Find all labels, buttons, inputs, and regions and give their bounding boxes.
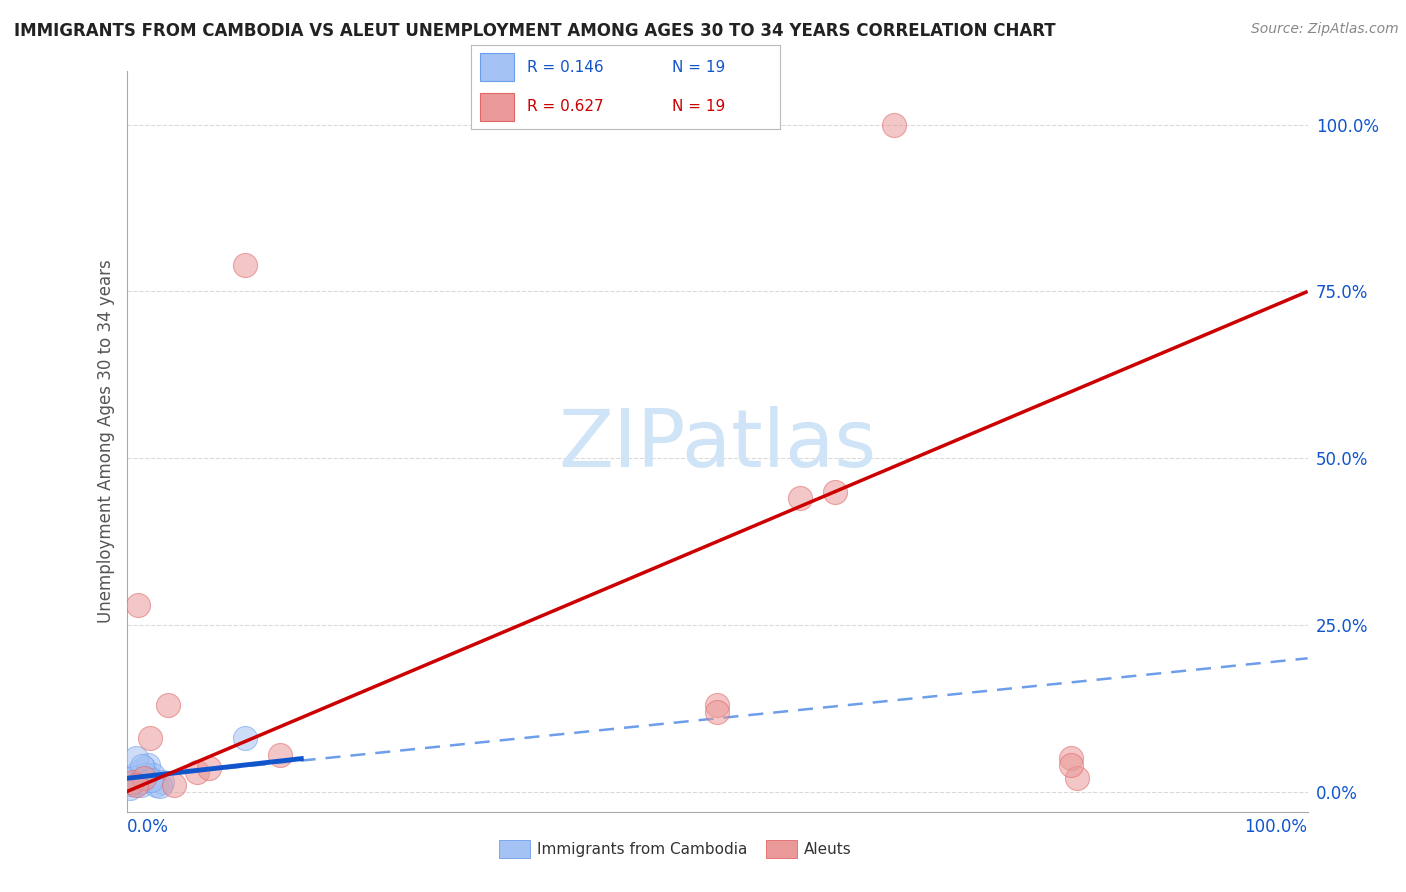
- Point: [706, 698, 728, 712]
- Point: [127, 764, 149, 779]
- Point: [1066, 772, 1088, 786]
- Text: N = 19: N = 19: [672, 98, 725, 113]
- Point: [141, 768, 163, 782]
- Point: [150, 774, 173, 789]
- Point: [139, 772, 162, 786]
- Point: [233, 258, 256, 272]
- Point: [139, 731, 162, 746]
- Text: 0.0%: 0.0%: [127, 818, 169, 837]
- Point: [883, 118, 905, 132]
- Point: [121, 774, 143, 789]
- Text: R = 0.146: R = 0.146: [527, 60, 603, 75]
- Point: [129, 778, 152, 792]
- Point: [198, 761, 221, 775]
- Point: [134, 768, 156, 782]
- Point: [134, 772, 156, 786]
- Point: [706, 705, 728, 719]
- Point: [127, 598, 149, 612]
- Point: [121, 774, 143, 789]
- Point: [163, 778, 186, 792]
- Text: 100.0%: 100.0%: [1244, 818, 1308, 837]
- Y-axis label: Unemployment Among Ages 30 to 34 years: Unemployment Among Ages 30 to 34 years: [97, 260, 115, 624]
- Point: [131, 759, 153, 773]
- Point: [120, 777, 142, 791]
- Text: N = 19: N = 19: [672, 60, 725, 75]
- Point: [156, 698, 179, 712]
- Point: [141, 772, 163, 787]
- Point: [125, 778, 148, 792]
- Text: IMMIGRANTS FROM CAMBODIA VS ALEUT UNEMPLOYMENT AMONG AGES 30 TO 34 YEARS CORRELA: IMMIGRANTS FROM CAMBODIA VS ALEUT UNEMPL…: [14, 22, 1056, 40]
- Point: [233, 731, 256, 746]
- Text: Source: ZipAtlas.com: Source: ZipAtlas.com: [1251, 22, 1399, 37]
- Point: [824, 484, 846, 499]
- Text: Aleuts: Aleuts: [804, 842, 852, 856]
- Point: [136, 758, 159, 772]
- Point: [134, 761, 156, 775]
- Text: R = 0.627: R = 0.627: [527, 98, 603, 113]
- Point: [269, 747, 291, 762]
- Point: [145, 778, 167, 792]
- FancyBboxPatch shape: [481, 54, 515, 81]
- Point: [122, 772, 145, 786]
- Point: [149, 780, 172, 794]
- Point: [125, 751, 148, 765]
- Point: [120, 781, 142, 796]
- Point: [186, 764, 208, 779]
- FancyBboxPatch shape: [481, 93, 515, 120]
- Point: [1060, 758, 1083, 772]
- Text: ZIPatlas: ZIPatlas: [558, 406, 876, 483]
- Point: [789, 491, 811, 506]
- Point: [1060, 751, 1083, 765]
- Text: Immigrants from Cambodia: Immigrants from Cambodia: [537, 842, 748, 856]
- Point: [128, 774, 150, 789]
